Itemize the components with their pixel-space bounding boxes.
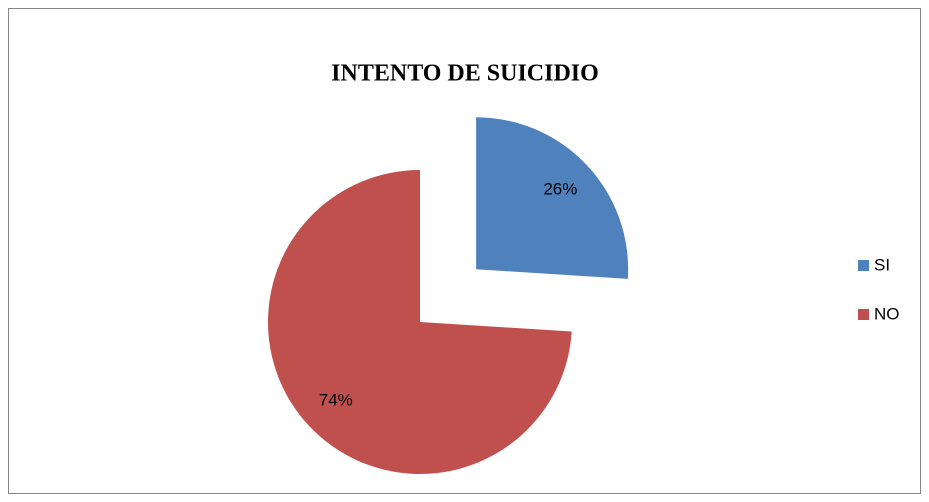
legend-label: SI — [874, 255, 890, 274]
legend-swatch — [858, 260, 869, 271]
data-label: 74% — [319, 391, 353, 410]
data-label: 26% — [543, 180, 577, 199]
pie-slice — [268, 170, 572, 475]
chart-title: INTENTO DE SUICIDIO — [331, 61, 599, 87]
legend-swatch — [858, 309, 869, 320]
pie-slice — [476, 117, 629, 279]
legend-label: NO — [874, 304, 900, 323]
